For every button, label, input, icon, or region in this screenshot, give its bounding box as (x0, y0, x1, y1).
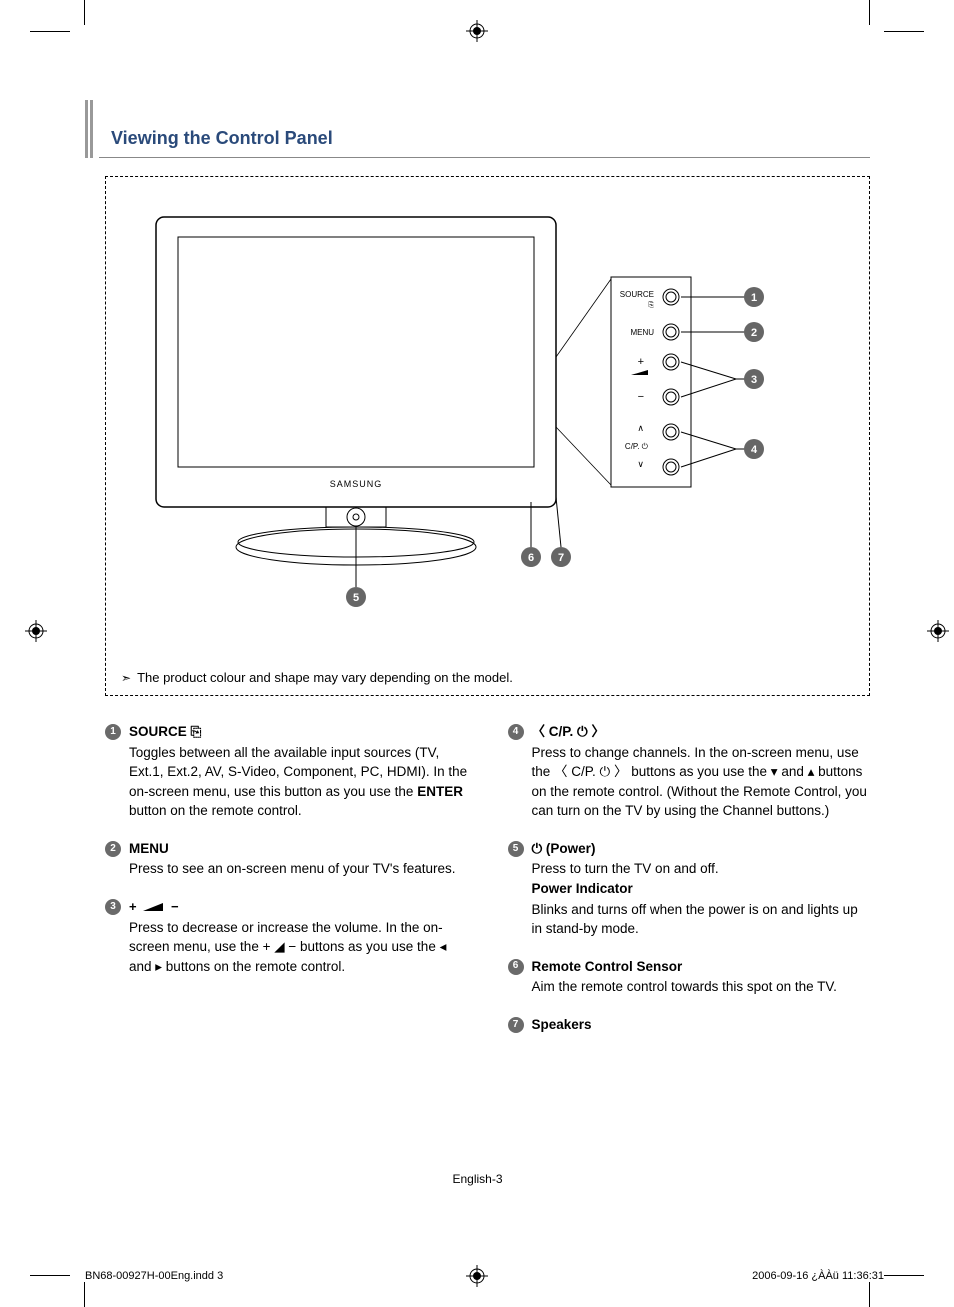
item-7: 7 Speakers (508, 1015, 871, 1035)
svg-text:7: 7 (558, 552, 564, 564)
item-5-body2: Blinks and turns off when the power is o… (532, 900, 871, 939)
item-4-title: 〈 C/P. ⏻ 〉 (532, 724, 605, 739)
svg-text:∧: ∧ (637, 423, 644, 433)
crop-mark (84, 0, 85, 25)
crop-mark (30, 1275, 70, 1276)
registration-mark-icon (466, 20, 488, 42)
page-content: Viewing the Control Panel SAMSUNG SOURCE… (85, 100, 870, 1186)
diagram-box: SAMSUNG SOURCE ⎘ MENU + − (105, 176, 870, 696)
badge-3: 3 (105, 899, 121, 915)
registration-mark-icon (927, 620, 949, 642)
svg-text:6: 6 (528, 552, 534, 564)
item-5-body: Press to turn the TV on and off. (532, 859, 871, 879)
tv-diagram: SAMSUNG SOURCE ⎘ MENU + − (136, 207, 836, 667)
item-5: 5 ⏻ (Power) Press to turn the TV on and … (508, 839, 871, 939)
svg-text:−: − (638, 391, 644, 403)
badge-5: 5 (508, 841, 524, 857)
item-3-title: + − (129, 899, 189, 914)
item-6-title: Remote Control Sensor (532, 959, 683, 974)
badge-2: 2 (105, 841, 121, 857)
item-6-body: Aim the remote control towards this spot… (532, 977, 871, 997)
item-1-title: SOURCE ⎘ (129, 724, 201, 739)
section-title: Viewing the Control Panel (99, 124, 870, 158)
panel-menu-label: MENU (630, 328, 654, 337)
item-1-body: Toggles between all the available input … (129, 743, 468, 821)
crop-mark (884, 1275, 924, 1276)
volume-icon: + − (129, 901, 189, 913)
badge-6: 6 (508, 959, 524, 975)
item-7-title: Speakers (532, 1017, 592, 1032)
print-footer: BN68-00927H-00Eng.indd 3 2006-09-16 ¿ÀÀü… (85, 1270, 884, 1282)
description-columns: 1 SOURCE ⎘ Toggles between all the avail… (105, 722, 870, 1052)
crop-mark (30, 31, 70, 32)
svg-text:+: + (129, 901, 137, 913)
tv-brand-label: SAMSUNG (330, 479, 383, 489)
svg-text:4: 4 (751, 444, 758, 456)
item-3-body: Press to decrease or increase the volume… (129, 918, 468, 977)
svg-text:5: 5 (353, 592, 359, 604)
svg-text:+: + (638, 356, 644, 368)
crop-mark (869, 1282, 870, 1307)
right-column: 4 〈 C/P. ⏻ 〉 Press to change channels. I… (508, 722, 871, 1052)
svg-text:2: 2 (751, 327, 757, 339)
item-4: 4 〈 C/P. ⏻ 〉 Press to change channels. I… (508, 722, 871, 821)
section-header: Viewing the Control Panel (85, 100, 870, 158)
item-2-title: MENU (129, 841, 169, 856)
svg-text:C/P. ⏻: C/P. ⏻ (625, 442, 649, 451)
item-5-subtitle: Power Indicator (532, 879, 871, 899)
left-column: 1 SOURCE ⎘ Toggles between all the avail… (105, 722, 468, 1052)
crop-mark (84, 1282, 85, 1307)
svg-text:−: − (171, 901, 179, 913)
page-footer: English-3 (85, 1172, 870, 1186)
item-2-body: Press to see an on-screen menu of your T… (129, 859, 468, 879)
registration-mark-icon (25, 620, 47, 642)
item-6: 6 Remote Control Sensor Aim the remote c… (508, 957, 871, 997)
crop-mark (884, 31, 924, 32)
badge-4: 4 (508, 724, 524, 740)
badge-7: 7 (508, 1017, 524, 1033)
svg-text:∨: ∨ (637, 459, 644, 469)
item-5-title: ⏻ (Power) (532, 841, 596, 856)
diagram-disclaimer: The product colour and shape may vary de… (121, 670, 513, 685)
badge-1: 1 (105, 724, 121, 740)
panel-source-label: SOURCE (620, 290, 654, 299)
print-date: 2006-09-16 ¿ÀÀü 11:36:31 (752, 1270, 884, 1282)
header-bars-icon (85, 100, 99, 158)
item-1: 1 SOURCE ⎘ Toggles between all the avail… (105, 722, 468, 821)
svg-text:3: 3 (751, 374, 757, 386)
item-2: 2 MENU Press to see an on-screen menu of… (105, 839, 468, 879)
item-3: 3 + − Press to decrease or increase the … (105, 897, 468, 976)
svg-text:1: 1 (751, 292, 757, 304)
svg-text:⎘: ⎘ (648, 301, 654, 309)
print-file: BN68-00927H-00Eng.indd 3 (85, 1270, 223, 1282)
crop-mark (869, 0, 870, 25)
item-4-body: Press to change channels. In the on-scre… (532, 743, 871, 821)
